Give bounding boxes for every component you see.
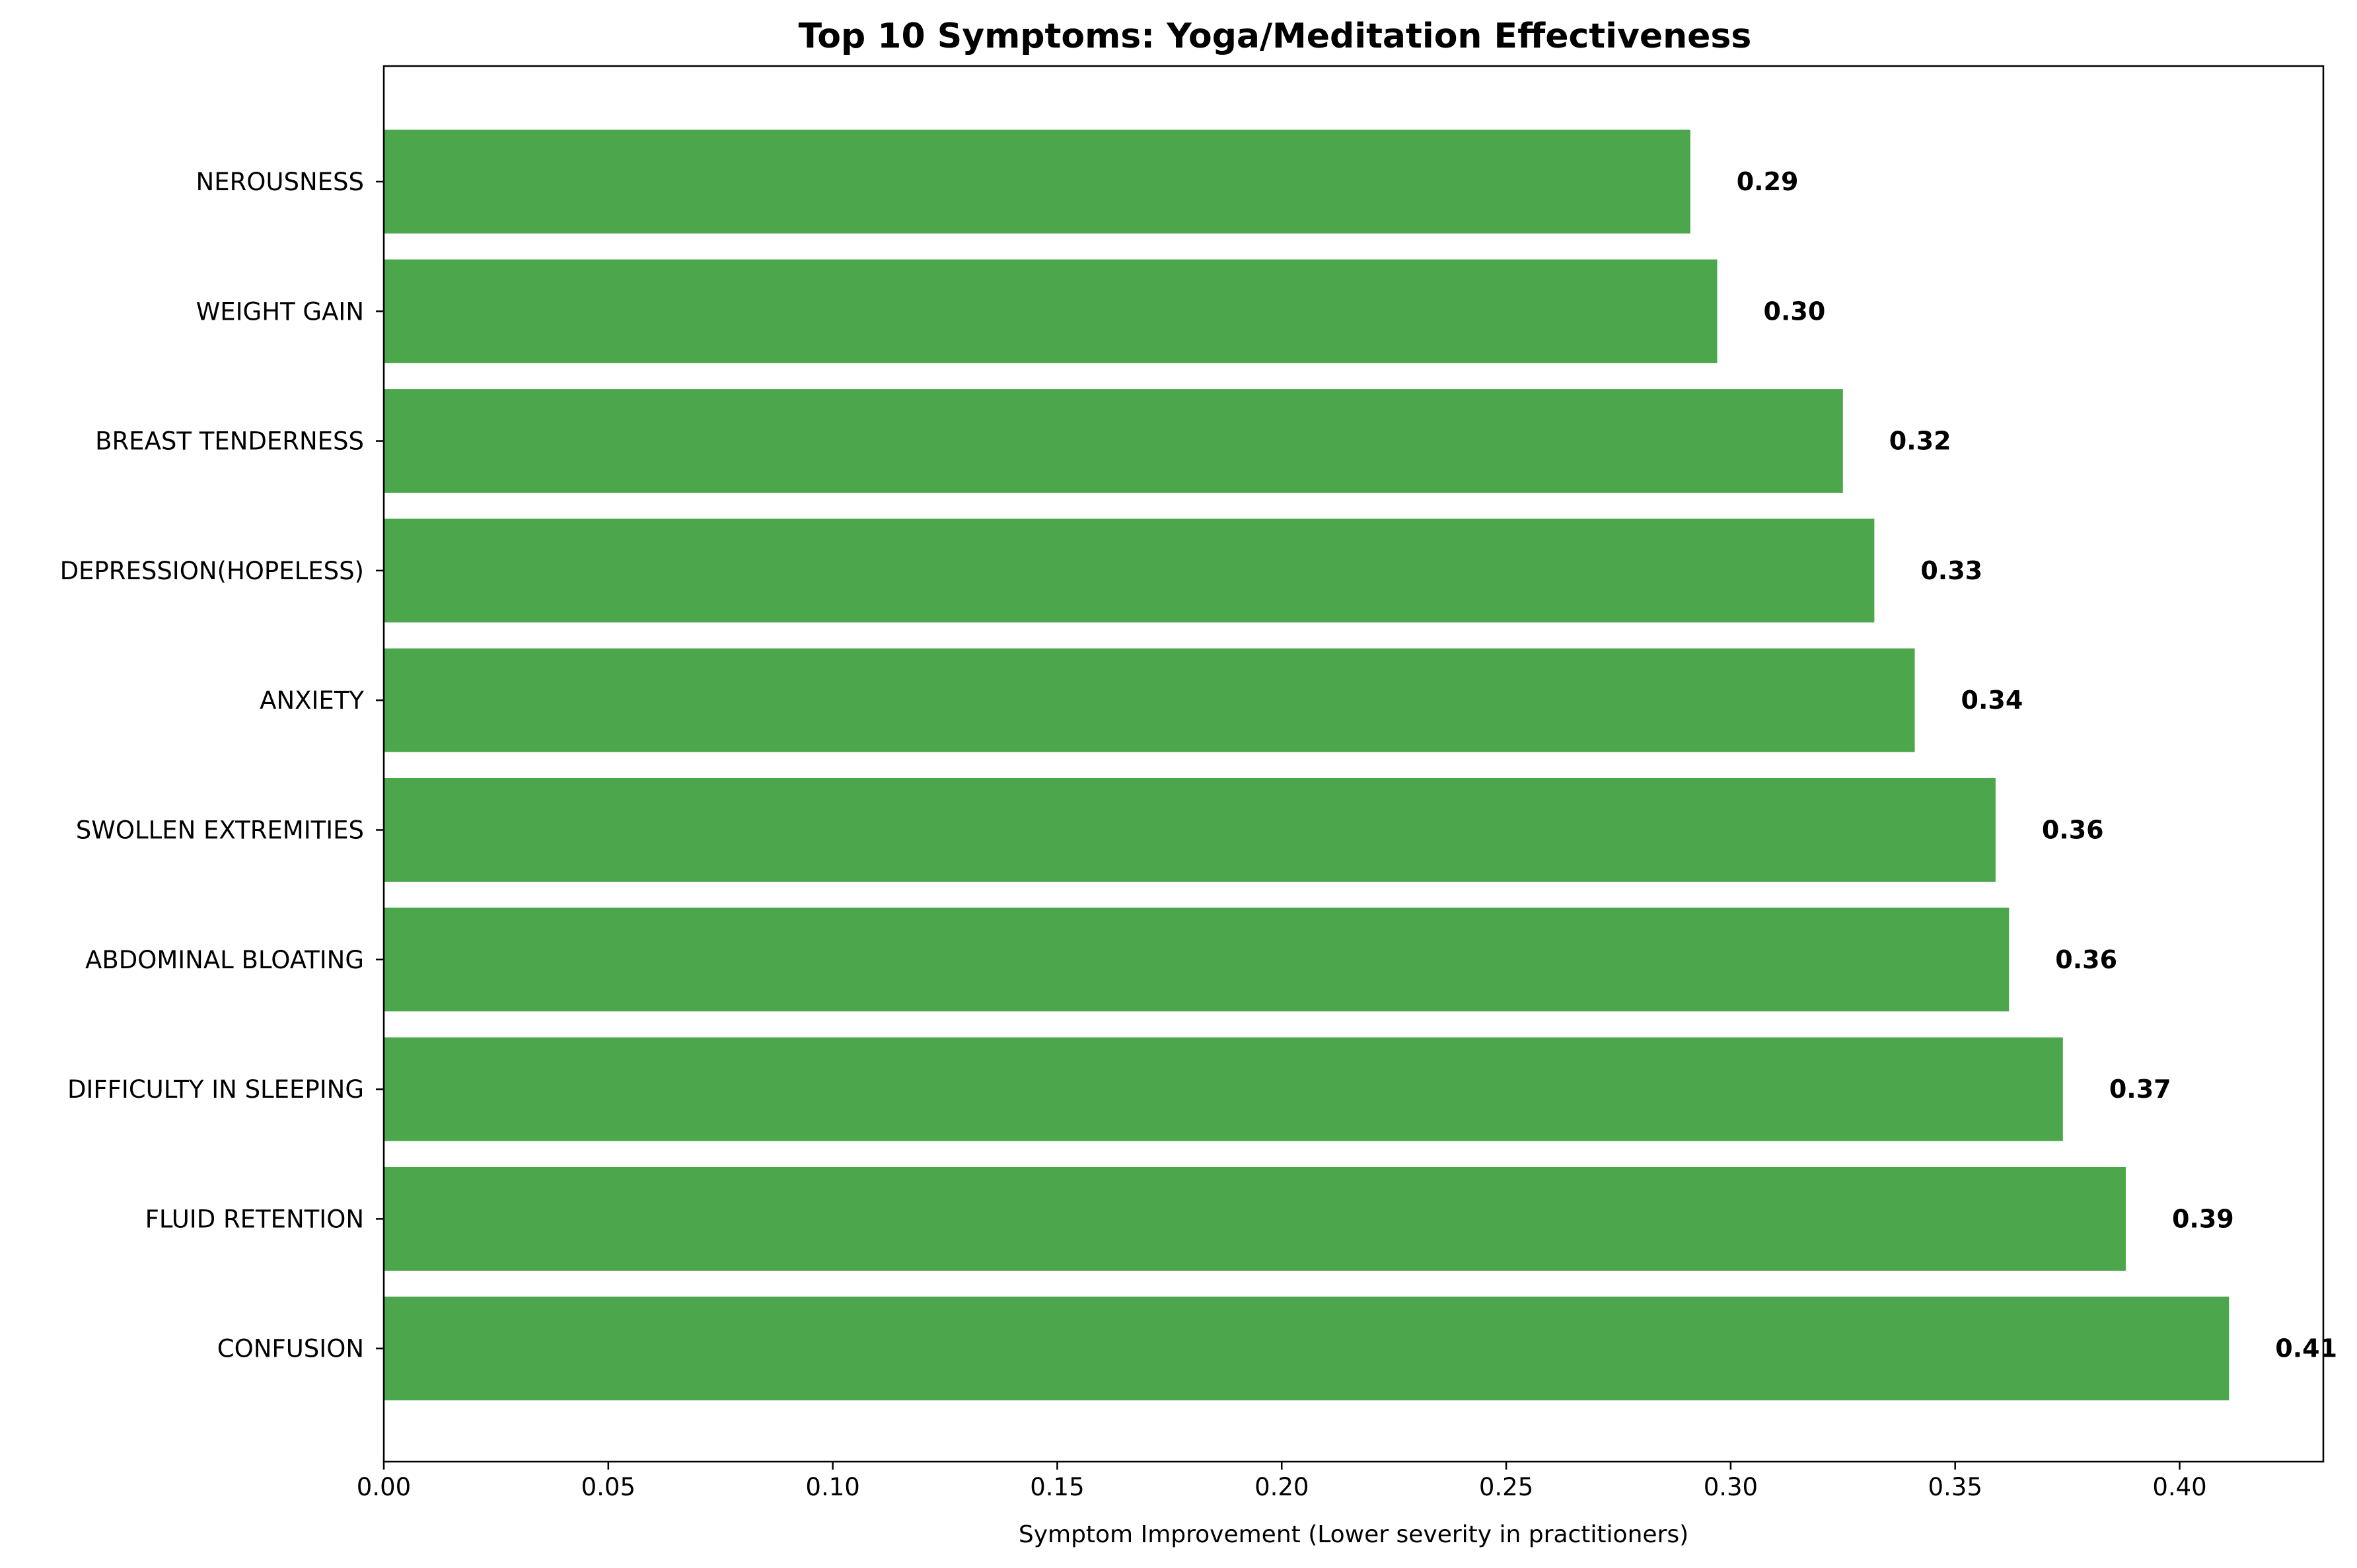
- y-tick-label: NEROUSNESS: [196, 168, 364, 196]
- bar: [384, 129, 1690, 234]
- plot-frame: [382, 65, 2325, 1463]
- y-tick-label: ABDOMINAL BLOATING: [85, 946, 364, 974]
- y-tick-label: CONFUSION: [217, 1335, 364, 1363]
- bars: [384, 129, 2230, 1401]
- y-tick-label: DEPRESSION(HOPELESS): [60, 557, 364, 585]
- x-tick-label: 0.30: [1704, 1473, 1758, 1501]
- y-tick-label: BREAST TENDERNESS: [95, 427, 364, 456]
- bar: [384, 648, 1915, 752]
- x-tick-label: 0.35: [1928, 1473, 1982, 1501]
- x-tick-label: 0.05: [581, 1473, 635, 1501]
- bar: [384, 389, 1843, 493]
- bar-value-label: 0.33: [1920, 556, 1982, 585]
- y-tick-label: WEIGHT GAIN: [196, 297, 364, 326]
- data-labels: 0.29 0.30 0.32 0.33 0.34 0.36 0.36 0.37 0.39 0.41: [1737, 167, 2337, 1363]
- bar-value-label: 0.32: [1889, 427, 1951, 456]
- x-tick-label: 0.20: [1254, 1473, 1309, 1501]
- chart-title: Top 10 Symptoms: Yoga/Meditation Effecti…: [799, 17, 1752, 56]
- y-tick-label: DIFFICULTY IN SLEEPING: [67, 1075, 364, 1104]
- x-tick-label: 0.10: [805, 1473, 859, 1501]
- bar-value-label: 0.36: [2055, 945, 2117, 974]
- bar-value-label: 0.37: [2109, 1075, 2171, 1104]
- x-axis-label: Symptom Improvement (Lower severity in p…: [1019, 1521, 1688, 1548]
- x-axis: 0.00 0.05 0.10 0.15 0.20 0.25 0.30 0.35 0.40: [357, 1462, 2207, 1501]
- x-tick-label: 0.25: [1479, 1473, 1533, 1501]
- x-tick-label: 0.40: [2152, 1473, 2206, 1501]
- y-axis: NEROUSNESS WEIGHT GAIN BREAST TENDERNESS DE…: [60, 168, 384, 1363]
- bar: [384, 1297, 2230, 1401]
- bar-value-label: 0.36: [2042, 816, 2104, 845]
- bar: [384, 1037, 2063, 1141]
- y-tick-label: FLUID RETENTION: [145, 1205, 364, 1233]
- x-tick-label: 0.00: [357, 1473, 411, 1501]
- bar: [384, 908, 2010, 1012]
- bar-value-label: 0.29: [1737, 167, 1799, 196]
- bar-value-label: 0.41: [2275, 1334, 2337, 1363]
- bar: [384, 518, 1875, 623]
- y-tick-label: ANXIETY: [260, 686, 364, 715]
- bar: [384, 778, 1996, 882]
- bar-value-label: 0.39: [2172, 1204, 2234, 1233]
- bar: [384, 1166, 2126, 1271]
- y-tick-label: SWOLLEN EXTREMITIES: [76, 816, 364, 845]
- bar-value-label: 0.34: [1961, 686, 2023, 715]
- x-tick-label: 0.15: [1030, 1473, 1084, 1501]
- bar: [384, 259, 1718, 363]
- bar-value-label: 0.30: [1764, 297, 1826, 326]
